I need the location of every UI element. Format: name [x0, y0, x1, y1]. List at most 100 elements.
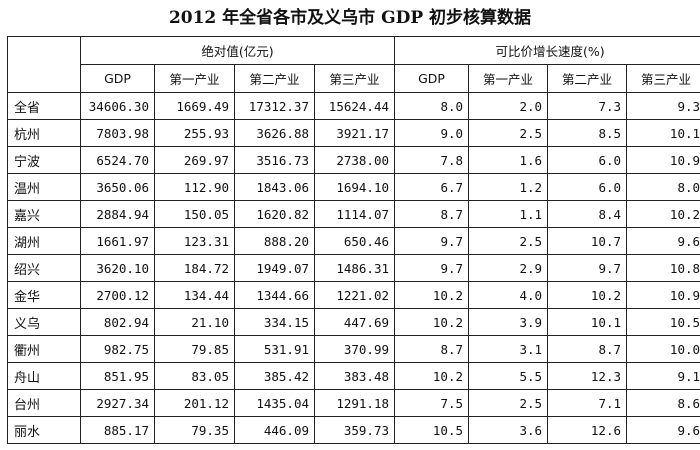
table-cell: 1694.10	[313, 173, 396, 201]
table-cell: 8.6	[626, 389, 700, 417]
table-cell: 7.8	[394, 146, 470, 174]
table-cell: 3.9	[468, 308, 549, 336]
table-cell: 9.7	[394, 254, 470, 282]
table-cell: 3650.06	[80, 173, 155, 201]
group-header-row: 绝对值(亿元) 可比价增长速度(%)	[7, 36, 700, 93]
table-cell: 982.75	[80, 335, 155, 363]
column-header: 第三产业	[313, 64, 396, 93]
table-cell: 1344.66	[234, 281, 315, 309]
table-cell: 8.7	[394, 200, 470, 228]
table-cell: 334.15	[234, 308, 315, 336]
table-cell: 9.1	[626, 362, 700, 390]
table-cell: 383.48	[313, 362, 396, 390]
table-cell: 851.95	[80, 362, 155, 390]
table-cell: 9.7	[394, 227, 470, 255]
table-cell: 3626.88	[234, 119, 315, 147]
table-cell: 3516.73	[234, 146, 315, 174]
table-row: 宁波 6524.70 269.97 3516.73 2738.00 7.8 1.6 6.0 10…	[7, 146, 700, 174]
table-cell: 650.46	[313, 227, 396, 255]
table-row: 金华 2700.12 134.44 1344.66 1221.02 10.2 4.0 10.2…	[7, 281, 700, 309]
table-cell: 10.0	[626, 335, 700, 363]
region-name: 台州	[7, 389, 81, 417]
table-cell: 1.1	[468, 200, 549, 228]
table-cell: 10.5	[394, 416, 470, 444]
region-name: 杭州	[7, 119, 81, 147]
table-cell: 8.7	[547, 335, 628, 363]
table-cell: 112.90	[154, 173, 235, 201]
table-cell: 10.1	[547, 308, 628, 336]
table-cell: 1843.06	[234, 173, 315, 201]
table-cell: 6.7	[394, 173, 470, 201]
table-cell: 9.6	[626, 227, 700, 255]
table-cell: 2.0	[468, 92, 549, 120]
table-cell: 446.09	[234, 416, 315, 444]
table-row: 衢州 982.75 79.85 531.91 370.99 8.7 3.1 8.7 10.0	[7, 335, 700, 363]
table-cell: 2.5	[468, 227, 549, 255]
table-cell: 6524.70	[80, 146, 155, 174]
table-cell: 10.7	[547, 227, 628, 255]
table-cell: 123.31	[154, 227, 235, 255]
table-cell: 8.5	[547, 119, 628, 147]
table-cell: 447.69	[313, 308, 396, 336]
table-cell: 17312.37	[234, 92, 315, 120]
table-cell: 10.1	[626, 119, 700, 147]
table-cell: 7803.98	[80, 119, 155, 147]
table-cell: 134.44	[154, 281, 235, 309]
table-cell: 370.99	[313, 335, 396, 363]
table-cell: 385.42	[234, 362, 315, 390]
table-cell: 10.2	[394, 281, 470, 309]
gdp-table: 绝对值(亿元) 可比价增长速度(%) GDP 第一产业 第二产业 第三产业 GDP 第一产…	[7, 36, 700, 444]
table-cell: 7.3	[547, 92, 628, 120]
table-cell: 2.9	[468, 254, 549, 282]
table-cell: 2700.12	[80, 281, 155, 309]
table-cell: 10.8	[626, 254, 700, 282]
table-row: 嘉兴 2884.94 150.05 1620.82 1114.07 8.7 1.1 8.4 10…	[7, 200, 700, 228]
table-cell: 10.9	[626, 146, 700, 174]
table-cell: 15624.44	[313, 92, 396, 120]
region-name: 金华	[7, 281, 81, 309]
group-header-absolute: 绝对值(亿元)	[79, 36, 396, 65]
table-row: 丽水 885.17 79.35 446.09 359.73 10.5 3.6 12.6 9.6	[7, 416, 700, 444]
column-header: 第二产业	[234, 64, 315, 93]
table-cell: 6.0	[547, 173, 628, 201]
table-cell: 10.2	[394, 362, 470, 390]
region-name: 湖州	[7, 227, 81, 255]
region-name: 嘉兴	[7, 200, 81, 228]
table-cell: 184.72	[154, 254, 235, 282]
table-cell: 255.93	[154, 119, 235, 147]
table-cell: 10.5	[626, 308, 700, 336]
table-cell: 10.9	[626, 281, 700, 309]
table-cell: 6.0	[547, 146, 628, 174]
table-cell: 12.6	[547, 416, 628, 444]
table-cell: 1669.49	[154, 92, 235, 120]
table-cell: 12.3	[547, 362, 628, 390]
table-cell: 1221.02	[313, 281, 396, 309]
table-cell: 1949.07	[234, 254, 315, 282]
table-row: 湖州 1661.97 123.31 888.20 650.46 9.7 2.5 10.7 9.6	[7, 227, 700, 255]
column-header: 第一产业	[154, 64, 235, 93]
table-cell: 269.97	[154, 146, 235, 174]
table-cell: 1114.07	[313, 200, 396, 228]
table-row: 全省 34606.30 1669.49 17312.37 15624.44 8.0 2.0 7…	[7, 92, 700, 120]
table-cell: 34606.30	[80, 92, 155, 120]
corner-cell	[7, 36, 81, 93]
table-cell: 9.3	[626, 92, 700, 120]
table-cell: 79.35	[154, 416, 235, 444]
table-cell: 2738.00	[313, 146, 396, 174]
region-name: 宁波	[7, 146, 81, 174]
table-cell: 7.5	[394, 389, 470, 417]
table-cell: 359.73	[313, 416, 396, 444]
region-name: 丽水	[7, 416, 81, 444]
table-cell: 1435.04	[234, 389, 315, 417]
table-body: 全省 34606.30 1669.49 17312.37 15624.44 8.0 2.0 7…	[7, 92, 700, 444]
table-cell: 21.10	[154, 308, 235, 336]
table-cell: 10.2	[547, 281, 628, 309]
table-cell: 885.17	[80, 416, 155, 444]
group-header-growth: 可比价增长速度(%)	[394, 36, 700, 65]
table-row: 义乌 802.94 21.10 334.15 447.69 10.2 3.9 10.1 10.5	[7, 308, 700, 336]
region-name: 衢州	[7, 335, 81, 363]
table-row: 台州 2927.34 201.12 1435.04 1291.18 7.5 2.5 7.1 8.…	[7, 389, 700, 417]
table-cell: 1.6	[468, 146, 549, 174]
table-cell: 1.2	[468, 173, 549, 201]
table-cell: 8.0	[394, 92, 470, 120]
